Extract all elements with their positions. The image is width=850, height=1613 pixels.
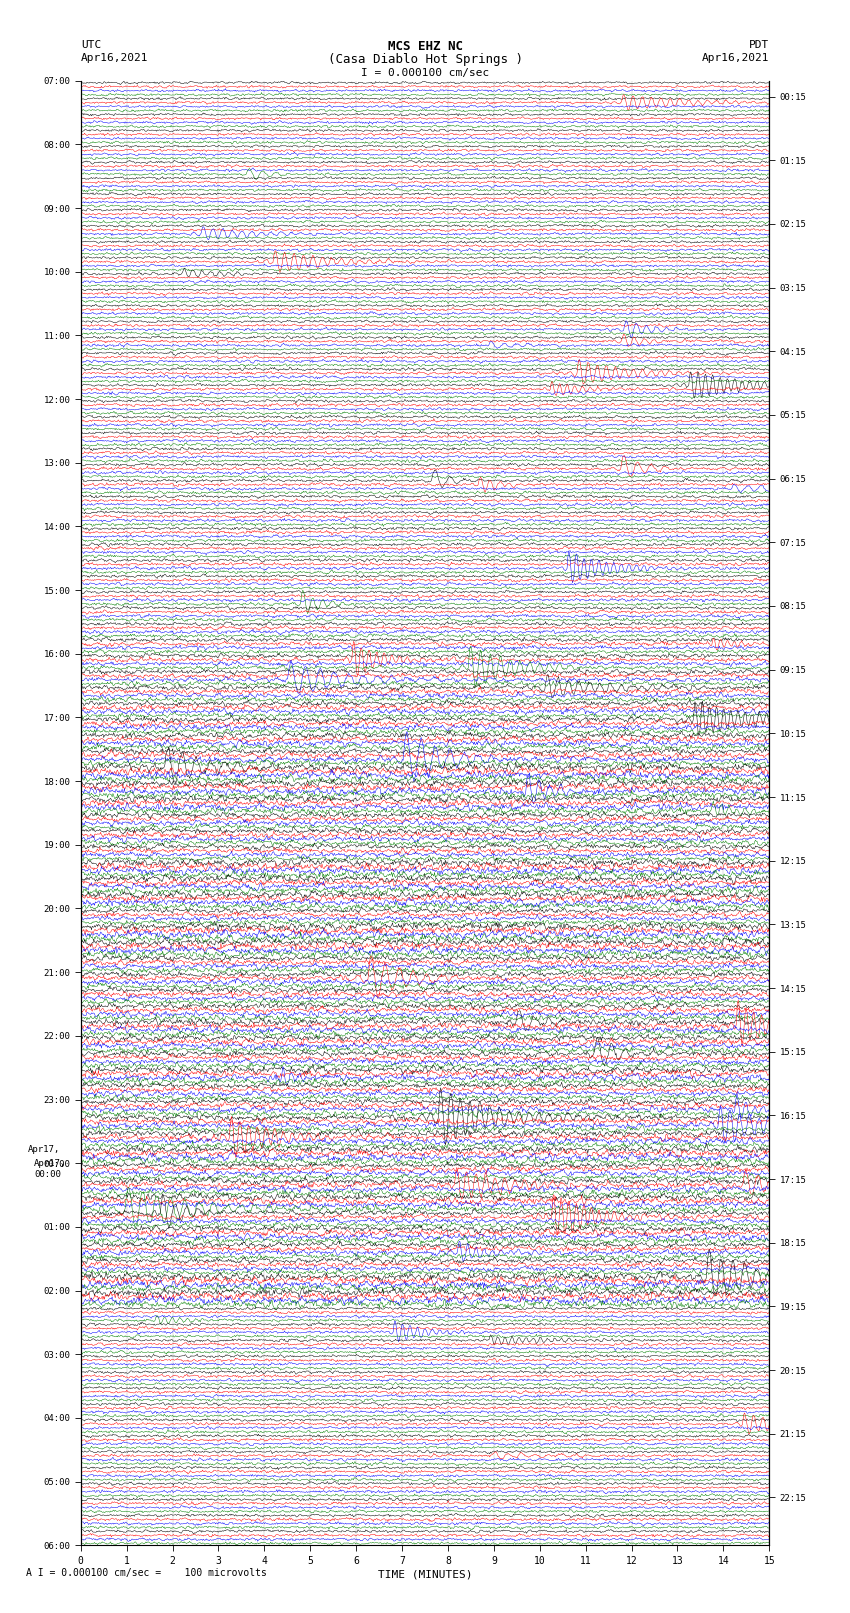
Text: Apr17,: Apr17, xyxy=(34,1158,66,1168)
Text: MCS EHZ NC: MCS EHZ NC xyxy=(388,40,462,53)
Text: 00:00: 00:00 xyxy=(34,1169,61,1179)
Text: UTC: UTC xyxy=(81,40,101,50)
X-axis label: TIME (MINUTES): TIME (MINUTES) xyxy=(377,1569,473,1579)
Text: I = 0.000100 cm/sec: I = 0.000100 cm/sec xyxy=(361,68,489,77)
Text: Apr16,2021: Apr16,2021 xyxy=(81,53,148,63)
Text: PDT: PDT xyxy=(749,40,769,50)
Text: A I = 0.000100 cm/sec =    100 microvolts: A I = 0.000100 cm/sec = 100 microvolts xyxy=(26,1568,266,1578)
Text: Apr16,2021: Apr16,2021 xyxy=(702,53,769,63)
Text: (Casa Diablo Hot Springs ): (Casa Diablo Hot Springs ) xyxy=(327,53,523,66)
Text: Apr17,: Apr17, xyxy=(28,1145,60,1153)
